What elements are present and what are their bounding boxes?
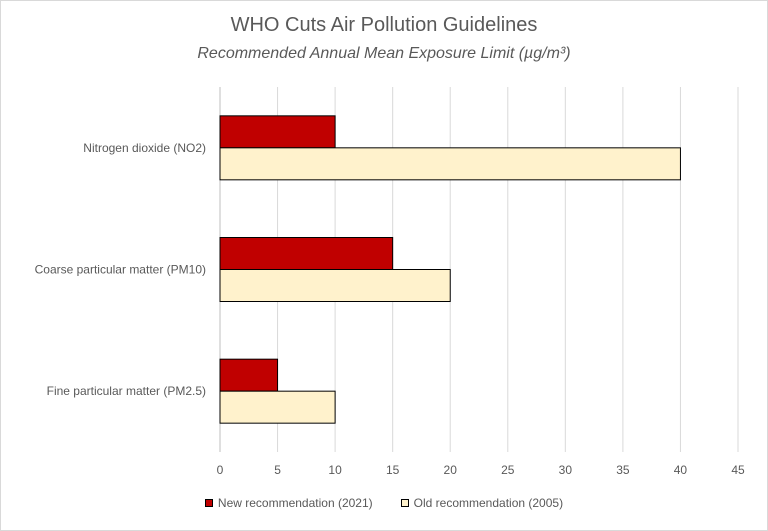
x-tick-label: 30: [559, 463, 573, 477]
bar-old: [219, 269, 451, 302]
x-tick-label: 35: [616, 463, 630, 477]
x-tick-label: 45: [731, 463, 745, 477]
bar-new: [219, 237, 394, 270]
x-tick-label: 0: [217, 463, 224, 477]
x-tick-label: 40: [674, 463, 688, 477]
x-tick-label: 25: [501, 463, 515, 477]
x-tick-label: 15: [386, 463, 400, 477]
bar-new: [219, 115, 336, 149]
x-tick-label: 10: [328, 463, 342, 477]
legend-swatch-new: [204, 499, 213, 507]
x-tick-label: 5: [274, 463, 281, 477]
x-tick-label: 20: [444, 463, 458, 477]
bar-old: [219, 390, 336, 424]
legend-item-old: Old recommendation (2005): [400, 496, 564, 510]
legend: New recommendation (2021) Old recommenda…: [0, 496, 768, 510]
legend-item-new: New recommendation (2021): [204, 496, 373, 510]
legend-swatch-old: [400, 499, 409, 507]
category-label: Nitrogen dioxide (NO2): [83, 141, 206, 155]
bar-old: [219, 147, 681, 181]
bar-new: [219, 358, 279, 392]
legend-label-old: Old recommendation (2005): [413, 496, 564, 510]
legend-label-new: New recommendation (2021): [217, 496, 373, 510]
chart-subtitle: Recommended Annual Mean Exposure Limit (…: [197, 45, 571, 62]
chart-title: WHO Cuts Air Pollution Guidelines: [230, 14, 538, 36]
category-label: Coarse particular matter (PM10): [35, 263, 206, 277]
category-label: Fine particular matter (PM2.5): [47, 384, 206, 398]
